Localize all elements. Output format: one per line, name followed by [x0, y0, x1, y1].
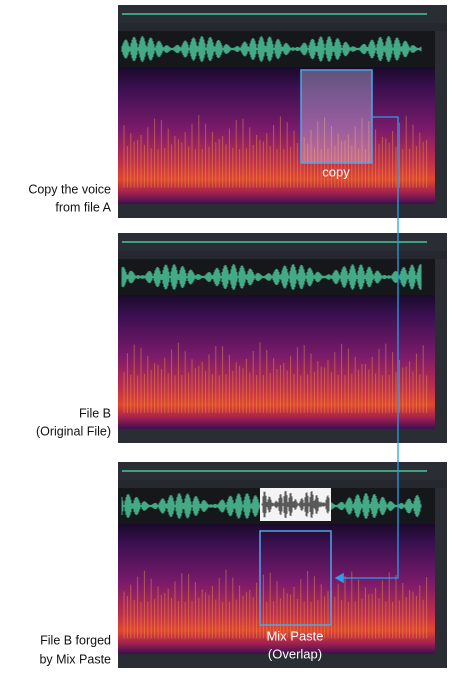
annotation: copy	[322, 164, 350, 179]
copy-selection	[301, 70, 372, 163]
waveform-area	[118, 31, 435, 67]
label: (Original File)	[36, 424, 111, 438]
waveform-area	[118, 259, 435, 295]
ruler	[118, 23, 447, 31]
scale-bar	[435, 488, 447, 654]
label: by Mix Paste	[39, 652, 111, 666]
scale-bar	[435, 259, 447, 429]
scale-bar	[435, 31, 447, 204]
label: Copy the voice	[28, 182, 111, 196]
label: File B	[79, 406, 111, 420]
annotation: (Overlap)	[268, 646, 322, 661]
label: File B forged	[40, 633, 111, 647]
figure: Copy the voice from file A File B (Origi…	[0, 0, 453, 673]
annotation: Mix Paste	[266, 628, 323, 643]
label: from file A	[55, 200, 111, 214]
